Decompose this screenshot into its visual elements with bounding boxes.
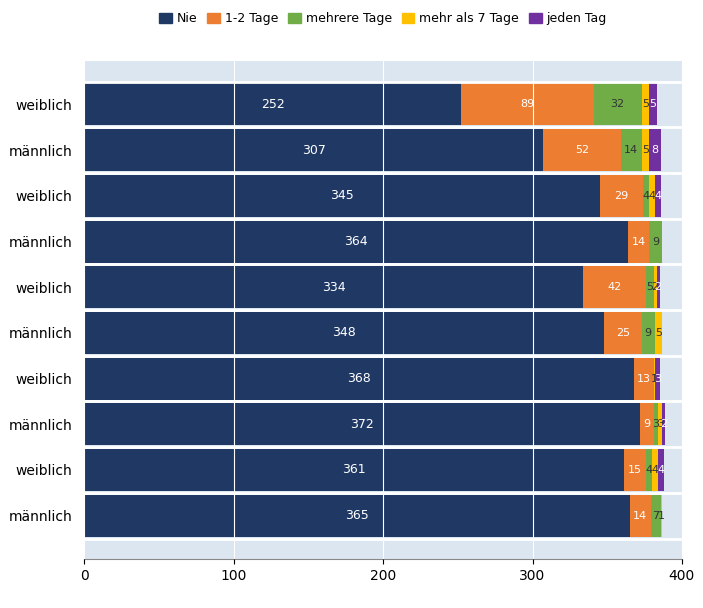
Text: 14: 14 [631, 237, 645, 247]
Text: 4: 4 [652, 465, 659, 475]
Text: 5: 5 [650, 100, 657, 109]
Bar [628, 221, 649, 263]
Text: 348: 348 [333, 326, 356, 339]
Bar [84, 221, 628, 263]
Bar [654, 266, 657, 308]
Bar [655, 358, 659, 399]
Bar [658, 403, 662, 445]
Bar [84, 129, 543, 171]
Bar [646, 266, 654, 308]
Text: 3: 3 [652, 420, 659, 429]
Text: 4: 4 [643, 191, 650, 201]
Bar [657, 266, 659, 308]
Text: 1: 1 [658, 511, 665, 520]
Text: 5: 5 [646, 282, 653, 292]
Text: 4: 4 [654, 191, 662, 201]
Text: 42: 42 [607, 282, 622, 292]
Bar [84, 449, 624, 491]
Text: 4: 4 [657, 465, 664, 475]
Bar [594, 83, 642, 125]
Bar [658, 449, 664, 491]
Text: 5: 5 [655, 328, 662, 338]
Text: 32: 32 [611, 100, 625, 109]
Bar [642, 129, 649, 171]
Bar [643, 175, 649, 217]
Text: 29: 29 [614, 191, 628, 201]
Bar [604, 312, 642, 354]
Text: 89: 89 [520, 100, 534, 109]
Text: 3: 3 [654, 373, 661, 384]
Bar [84, 312, 604, 354]
Bar [624, 449, 646, 491]
Bar [649, 83, 657, 125]
Bar [642, 83, 649, 125]
Text: 9: 9 [643, 420, 650, 429]
Bar [662, 403, 666, 445]
Bar [583, 266, 646, 308]
Text: 372: 372 [350, 418, 374, 431]
Text: 361: 361 [342, 463, 366, 477]
Bar [84, 495, 630, 537]
Bar [649, 175, 655, 217]
Bar [650, 495, 661, 537]
Text: 2: 2 [660, 420, 668, 429]
Bar [543, 129, 621, 171]
Bar [655, 312, 662, 354]
Text: 365: 365 [345, 509, 369, 522]
Bar [84, 175, 600, 217]
Bar [630, 495, 650, 537]
Text: 4: 4 [645, 465, 652, 475]
Bar [84, 83, 461, 125]
Text: 364: 364 [344, 235, 368, 248]
Text: 3: 3 [657, 420, 664, 429]
Bar [640, 403, 654, 445]
Text: 4: 4 [648, 191, 656, 201]
Text: 1: 1 [651, 373, 658, 384]
Bar [646, 449, 652, 491]
Text: 2: 2 [654, 282, 662, 292]
Text: 13: 13 [637, 373, 651, 384]
Text: 5: 5 [642, 145, 649, 155]
Legend: Nie, 1-2 Tage, mehrere Tage, mehr als 7 Tage, jeden Tag: Nie, 1-2 Tage, mehrere Tage, mehr als 7 … [155, 7, 612, 30]
Text: 15: 15 [628, 465, 642, 475]
Bar [84, 403, 640, 445]
Bar [84, 358, 634, 399]
Text: 307: 307 [302, 143, 325, 157]
Bar [84, 266, 583, 308]
Text: 8: 8 [652, 145, 659, 155]
Text: 345: 345 [330, 189, 354, 202]
Bar [652, 449, 658, 491]
Bar [661, 495, 662, 537]
Bar [621, 129, 642, 171]
Text: 25: 25 [616, 328, 630, 338]
Text: 2: 2 [652, 282, 659, 292]
Bar [655, 175, 661, 217]
Text: 5: 5 [642, 100, 649, 109]
Text: 368: 368 [347, 372, 371, 385]
Bar [654, 403, 658, 445]
Text: 7: 7 [652, 511, 659, 520]
Bar [634, 358, 654, 399]
Bar [654, 358, 655, 399]
Text: 9: 9 [652, 237, 659, 247]
Text: 252: 252 [261, 98, 285, 111]
Text: 14: 14 [633, 511, 647, 520]
Bar [649, 129, 661, 171]
Text: 52: 52 [575, 145, 589, 155]
Bar [600, 175, 643, 217]
Bar [461, 83, 594, 125]
Text: 9: 9 [645, 328, 652, 338]
Text: 14: 14 [624, 145, 638, 155]
Bar [642, 312, 655, 354]
Text: 334: 334 [322, 281, 346, 294]
Bar [649, 221, 662, 263]
